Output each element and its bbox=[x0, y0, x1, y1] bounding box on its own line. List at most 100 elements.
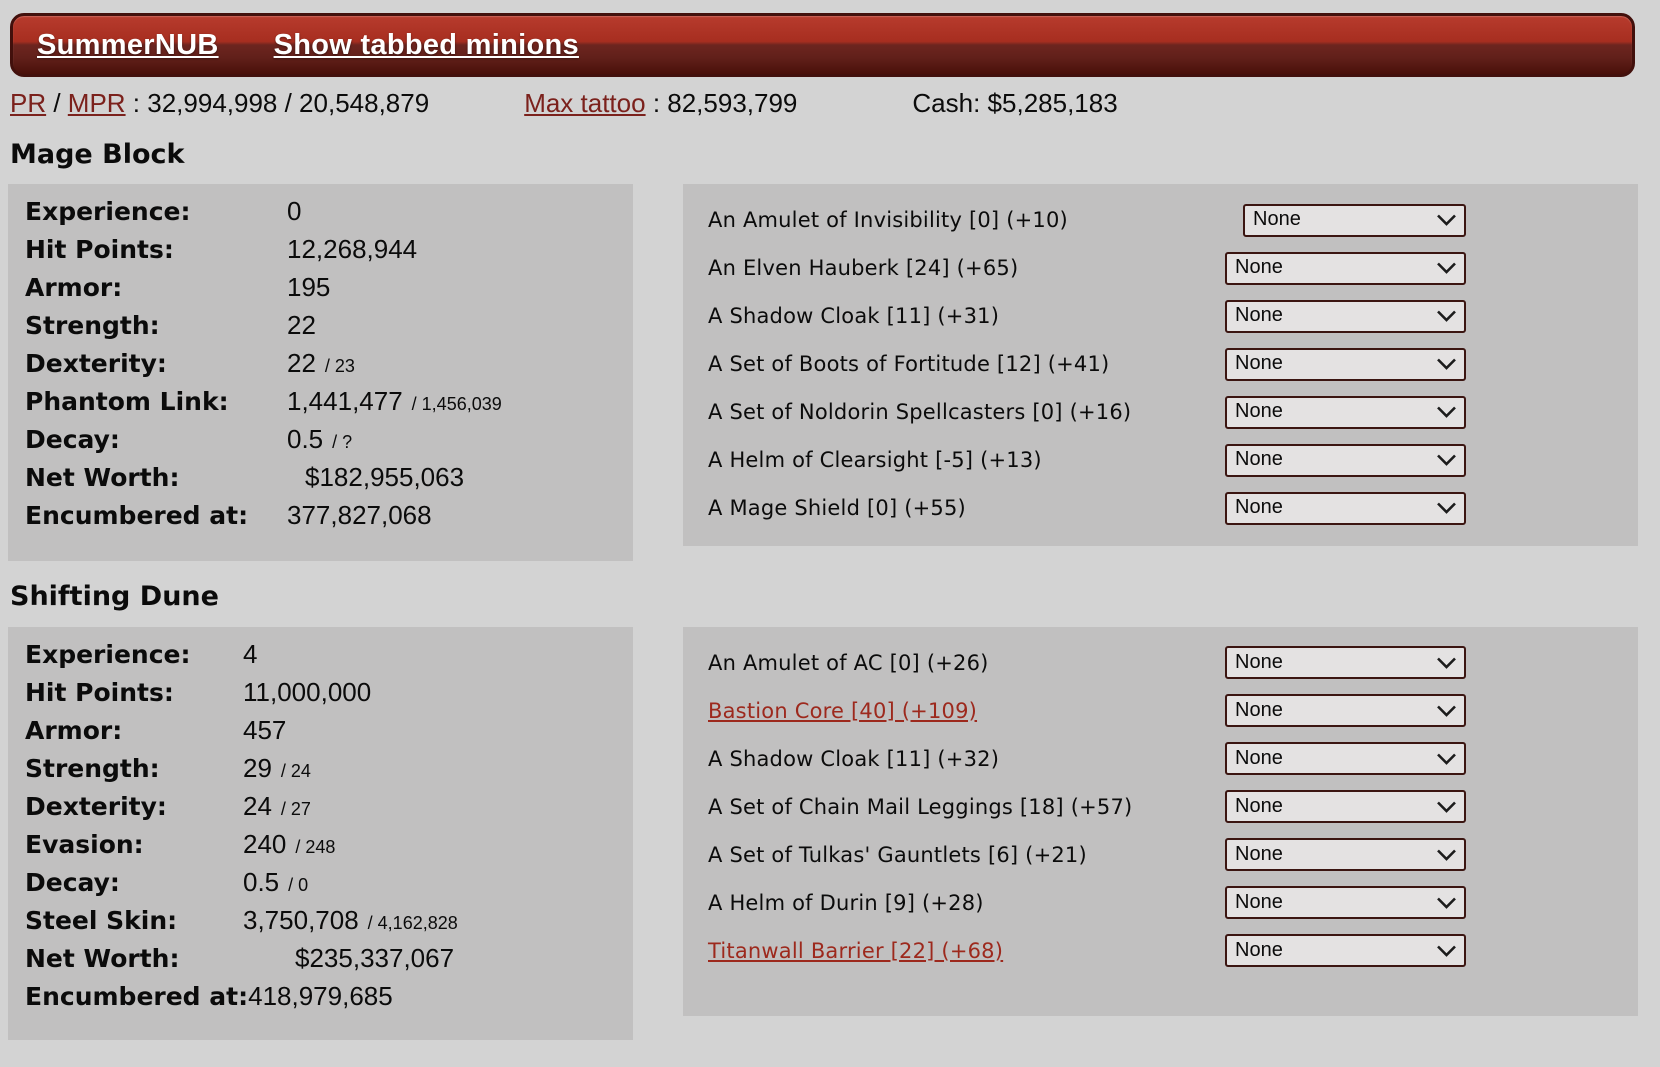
item-label: A Shadow Cloak [11] (+32) bbox=[708, 746, 1000, 771]
stat-label: Phantom Link: bbox=[25, 387, 229, 417]
cash-value: Cash: $5,285,183 bbox=[912, 88, 1118, 118]
stats-panel: Experience: 4 Hit Points: 11,000,000 Armor: 4… bbox=[8, 626, 633, 1040]
item-label: An Elven Hauberk [24] (+65) bbox=[708, 256, 1019, 281]
stat-label: Encumbered at: bbox=[25, 501, 249, 531]
equipment-select[interactable]: None bbox=[1225, 934, 1466, 968]
equipment-select-wrap: None bbox=[1225, 694, 1466, 728]
stat-label: Hit Points: bbox=[25, 677, 174, 707]
stat-row: Phantom Link: 1,441,477 / 1,456,039 bbox=[25, 386, 633, 424]
item-row: A Set of Tulkas' Gauntlets [6] (+21) None bbox=[683, 831, 1638, 879]
item-label: A Set of Boots of Fortitude [12] (+41) bbox=[708, 352, 1110, 377]
equipment-select[interactable]: None bbox=[1225, 742, 1466, 776]
equipment-select[interactable]: None bbox=[1225, 646, 1466, 680]
pr-mpr-separator: / bbox=[46, 88, 68, 118]
item-label: An Amulet of Invisibility [0] (+10) bbox=[708, 208, 1068, 233]
player-name-link[interactable]: SummerNUB bbox=[37, 28, 219, 61]
minions-list: Mage Block Experience: 0 Hit Points: 12,268… bbox=[0, 139, 1660, 1040]
item-row: A Shadow Cloak [11] (+32) None bbox=[683, 735, 1638, 783]
stat-label: Dexterity: bbox=[25, 791, 167, 821]
stat-row: Armor: 195 bbox=[25, 272, 633, 310]
equipment-select-wrap: None bbox=[1225, 491, 1466, 525]
stat-row: Experience: 4 bbox=[25, 639, 633, 677]
stat-label: Steel Skin: bbox=[25, 905, 178, 935]
item-row: A Shadow Cloak [11] (+31) None bbox=[683, 292, 1638, 340]
item-row: Bastion Core [40] (+109) None bbox=[683, 687, 1638, 735]
item-label: An Amulet of AC [0] (+26) bbox=[708, 650, 989, 675]
item-row: Titanwall Barrier [22] (+68) None bbox=[683, 927, 1638, 975]
stat-value: 240 bbox=[243, 828, 287, 859]
item-row: A Set of Noldorin Spellcasters [0] (+16)… bbox=[683, 388, 1638, 436]
stat-value: 377,827,068 bbox=[287, 500, 432, 531]
stat-row: Experience: 0 bbox=[25, 196, 633, 234]
stat-row: Net Worth: $182,955,063 bbox=[25, 462, 633, 500]
stats-panel: Experience: 0 Hit Points: 12,268,944 Armor: 1… bbox=[8, 184, 633, 562]
stat-secondary: / 27 bbox=[280, 798, 311, 819]
items-panel: An Amulet of AC [0] (+26) None Bastion Cor… bbox=[683, 626, 1638, 1016]
max-tattoo-value: : 82,593,799 bbox=[645, 88, 798, 118]
equipment-select[interactable]: None bbox=[1225, 491, 1466, 525]
item-label: A Set of Noldorin Spellcasters [0] (+16) bbox=[708, 400, 1132, 425]
stat-secondary: / 23 bbox=[324, 356, 355, 377]
equipment-select[interactable]: None bbox=[1225, 443, 1466, 477]
equipment-select[interactable]: None bbox=[1225, 886, 1466, 920]
stat-secondary: / 24 bbox=[280, 760, 311, 781]
stat-value: 3,750,708 bbox=[243, 904, 359, 935]
header-bar: SummerNUB Show tabbed minions bbox=[10, 13, 1635, 77]
stat-label: Decay: bbox=[25, 867, 120, 897]
stat-value: 29 bbox=[243, 752, 272, 783]
item-link[interactable]: Bastion Core [40] (+109) bbox=[708, 698, 978, 723]
stat-label: Net Worth: bbox=[25, 463, 180, 493]
stat-value: 4 bbox=[243, 638, 258, 669]
stat-row: Decay: 0.5 / ? bbox=[25, 424, 633, 462]
items-panel: An Amulet of Invisibility [0] (+10) None A… bbox=[683, 184, 1638, 547]
equipment-select[interactable]: None bbox=[1225, 251, 1466, 285]
stat-value: 22 bbox=[287, 310, 316, 341]
show-tabbed-minions-link[interactable]: Show tabbed minions bbox=[273, 28, 579, 61]
stat-label: Armor: bbox=[25, 273, 123, 303]
equipment-select-wrap: None bbox=[1225, 646, 1466, 680]
equipment-select[interactable]: None bbox=[1225, 299, 1466, 333]
equipment-select[interactable]: None bbox=[1243, 203, 1466, 237]
equipment-select-wrap: None bbox=[1225, 347, 1466, 381]
stat-label: Net Worth: bbox=[25, 943, 180, 973]
stat-row: Strength: 22 bbox=[25, 310, 633, 348]
equipment-select-wrap: None bbox=[1225, 299, 1466, 333]
equipment-select[interactable]: None bbox=[1225, 838, 1466, 872]
stat-label: Evasion: bbox=[25, 829, 144, 859]
equipment-select-wrap: None bbox=[1225, 251, 1466, 285]
stat-value: 0 bbox=[287, 196, 302, 227]
item-label: A Set of Chain Mail Leggings [18] (+57) bbox=[708, 794, 1133, 819]
equipment-select-wrap: None bbox=[1225, 395, 1466, 429]
stat-label: Decay: bbox=[25, 425, 120, 455]
stat-row: Armor: 457 bbox=[25, 715, 633, 753]
equipment-select[interactable]: None bbox=[1225, 395, 1466, 429]
equipment-select[interactable]: None bbox=[1225, 790, 1466, 824]
item-row: A Helm of Durin [9] (+28) None bbox=[683, 879, 1638, 927]
stat-value: 11,000,000 bbox=[243, 676, 372, 707]
item-label: A Mage Shield [0] (+55) bbox=[708, 496, 966, 521]
stat-row: Encumbered at: 418,979,685 bbox=[25, 981, 633, 1019]
equipment-select-wrap: None bbox=[1243, 203, 1466, 237]
stat-label: Strength: bbox=[25, 753, 160, 783]
equipment-select-wrap: None bbox=[1225, 742, 1466, 776]
stat-value: 12,268,944 bbox=[287, 234, 418, 265]
stat-row: Evasion: 240 / 248 bbox=[25, 829, 633, 867]
minion-heading: Shifting Dune bbox=[10, 581, 219, 613]
stat-value: 0.5 bbox=[287, 424, 324, 455]
mpr-link[interactable]: MPR bbox=[67, 88, 126, 118]
item-link[interactable]: Titanwall Barrier [22] (+68) bbox=[708, 938, 1004, 963]
stat-row: Strength: 29 / 24 bbox=[25, 753, 633, 791]
minion-heading: Mage Block bbox=[10, 139, 185, 170]
stat-row: Net Worth: $235,337,067 bbox=[25, 943, 633, 981]
stat-label: Experience: bbox=[25, 197, 191, 227]
stat-value: 0.5 bbox=[243, 866, 280, 897]
stat-label: Hit Points: bbox=[25, 235, 174, 265]
item-label: A Shadow Cloak [11] (+31) bbox=[708, 304, 1000, 329]
max-tattoo-link[interactable]: Max tattoo bbox=[524, 88, 646, 118]
equipment-select-wrap: None bbox=[1225, 790, 1466, 824]
equipment-select[interactable]: None bbox=[1225, 347, 1466, 381]
item-label: A Helm of Durin [9] (+28) bbox=[708, 890, 984, 915]
pr-link[interactable]: PR bbox=[10, 88, 47, 118]
item-label: A Helm of Clearsight [-5] (+13) bbox=[708, 448, 1042, 473]
equipment-select[interactable]: None bbox=[1225, 694, 1466, 728]
